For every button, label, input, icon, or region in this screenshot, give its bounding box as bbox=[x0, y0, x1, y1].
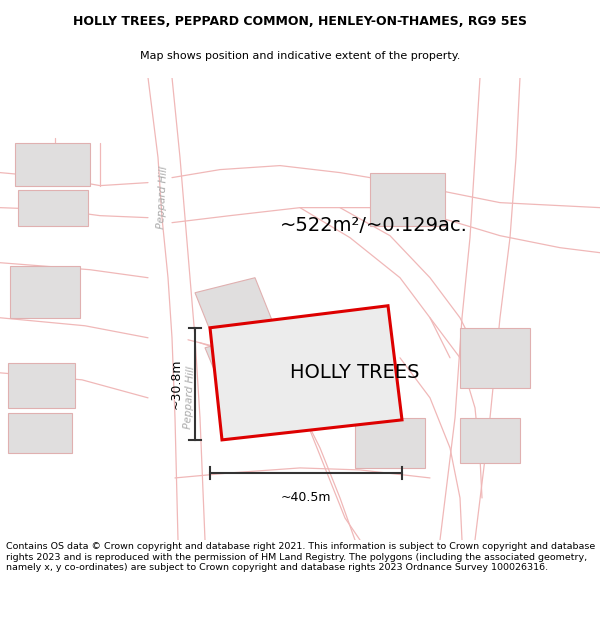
Polygon shape bbox=[355, 418, 425, 468]
Polygon shape bbox=[195, 278, 275, 342]
Text: Peppard Hill: Peppard Hill bbox=[184, 366, 197, 429]
Text: ~30.8m: ~30.8m bbox=[170, 359, 183, 409]
Text: Contains OS data © Crown copyright and database right 2021. This information is : Contains OS data © Crown copyright and d… bbox=[6, 542, 595, 572]
Polygon shape bbox=[460, 328, 530, 388]
Polygon shape bbox=[10, 266, 80, 318]
Polygon shape bbox=[8, 413, 72, 453]
Text: Map shows position and indicative extent of the property.: Map shows position and indicative extent… bbox=[140, 51, 460, 61]
Text: HOLLY TREES: HOLLY TREES bbox=[290, 363, 420, 382]
Text: ~40.5m: ~40.5m bbox=[281, 491, 331, 504]
Polygon shape bbox=[210, 306, 402, 440]
Text: HOLLY TREES, PEPPARD COMMON, HENLEY-ON-THAMES, RG9 5ES: HOLLY TREES, PEPPARD COMMON, HENLEY-ON-T… bbox=[73, 15, 527, 28]
Polygon shape bbox=[460, 418, 520, 463]
Text: Peppard Hill: Peppard Hill bbox=[157, 166, 170, 229]
Polygon shape bbox=[8, 362, 75, 408]
Text: ~522m²/~0.129ac.: ~522m²/~0.129ac. bbox=[280, 216, 468, 235]
Polygon shape bbox=[15, 142, 90, 186]
Polygon shape bbox=[370, 173, 445, 226]
Polygon shape bbox=[18, 189, 88, 226]
Polygon shape bbox=[205, 332, 285, 403]
